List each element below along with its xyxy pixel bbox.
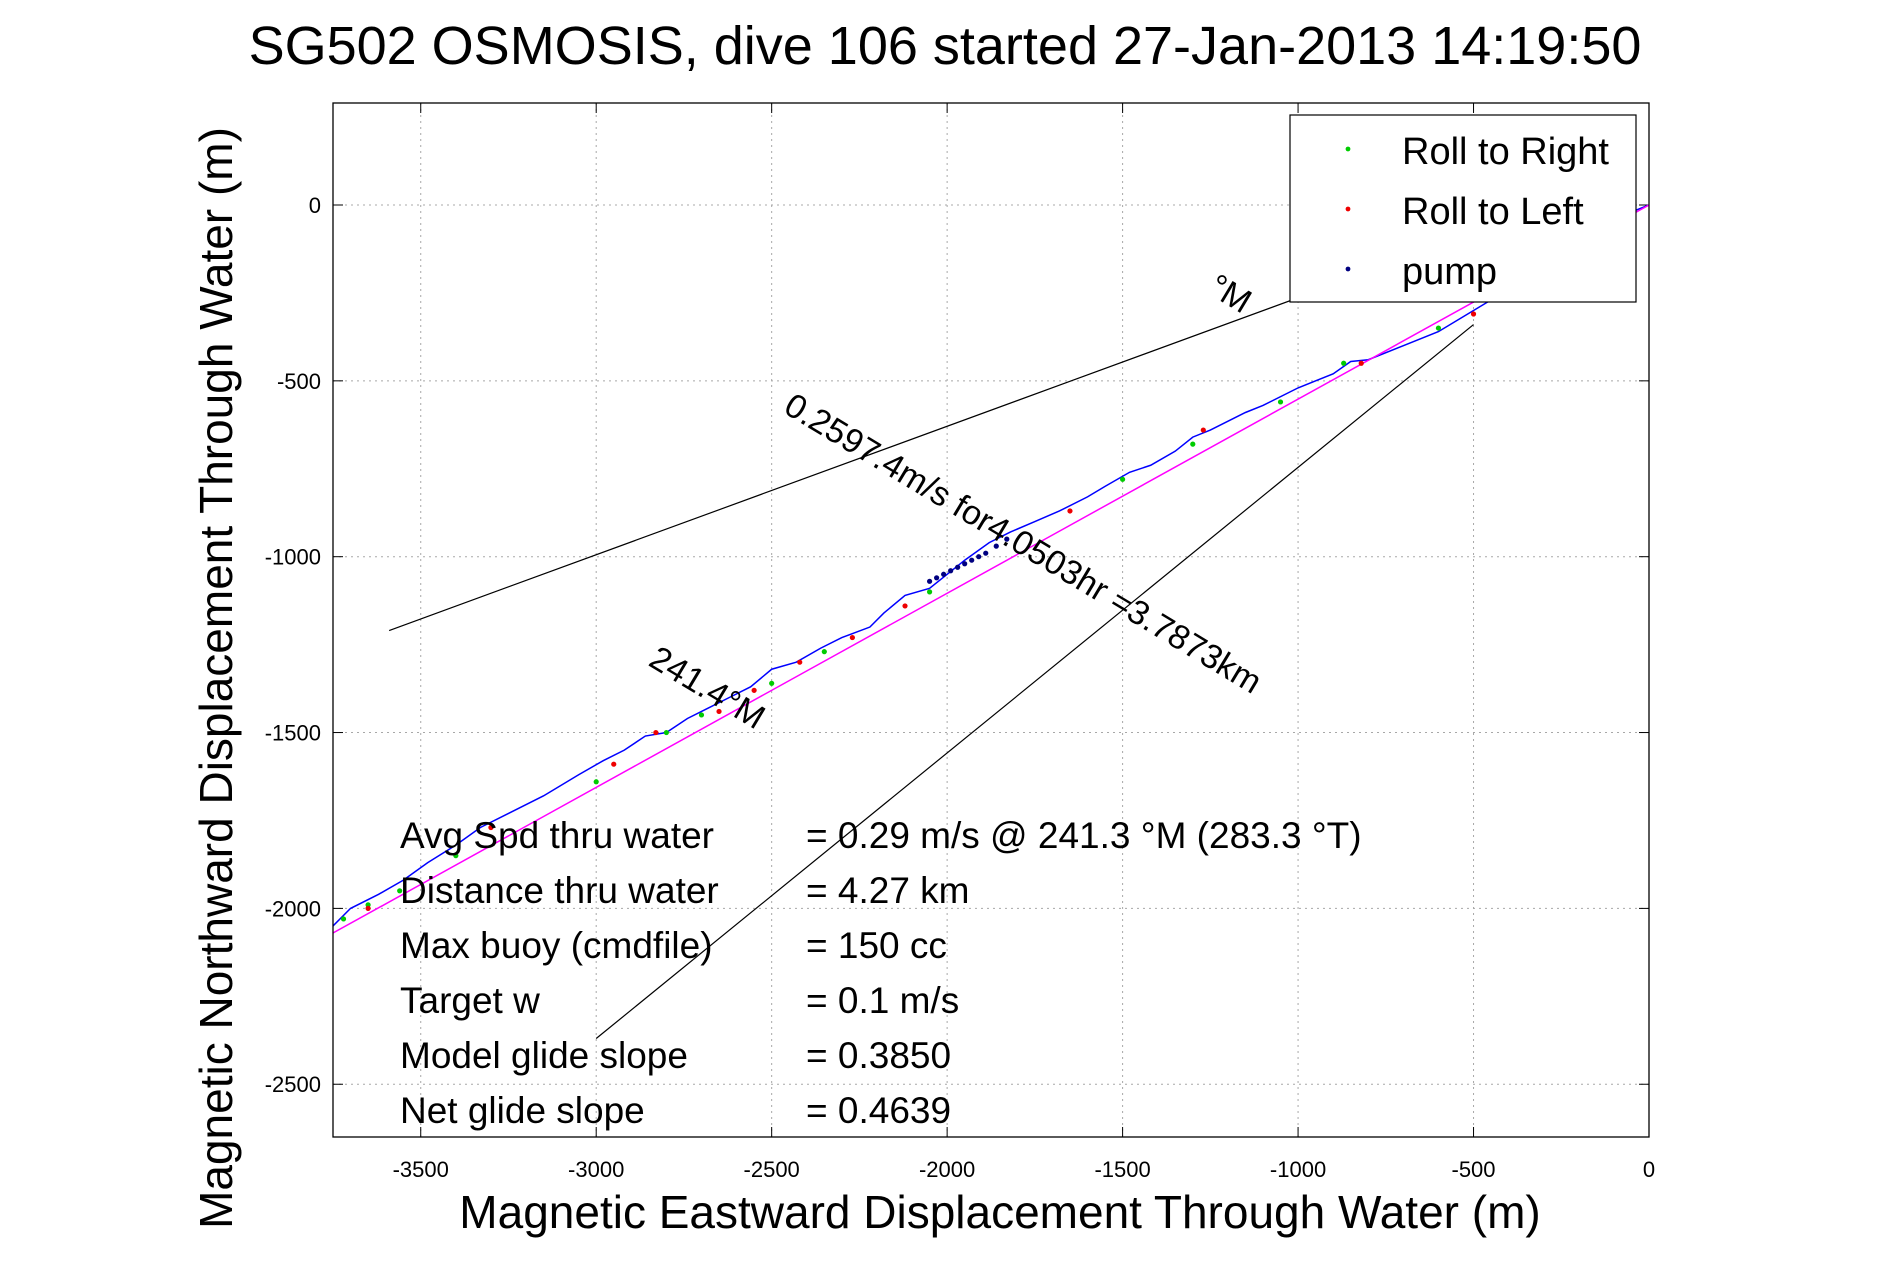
roll-left-point	[1470, 311, 1477, 317]
stat-label: Max buoy (cmdfile)	[400, 925, 713, 966]
roll-left-point	[611, 761, 617, 767]
legend-marker	[1345, 146, 1351, 152]
roll-left-point	[1067, 508, 1073, 514]
y-tick-label: -500	[277, 369, 321, 394]
reference-line	[388, 281, 1341, 632]
track-annotation: °M	[1202, 267, 1258, 321]
legend-marker	[1345, 266, 1351, 272]
roll-left-point	[902, 603, 908, 609]
stat-label: Distance thru water	[400, 870, 719, 911]
stat-value: = 4.27 km	[806, 870, 970, 911]
pump-point	[993, 543, 999, 549]
roll-right-point	[593, 779, 599, 785]
series-line	[333, 204, 1649, 934]
y-tick-label: -2500	[265, 1072, 321, 1097]
pump-point	[948, 568, 954, 574]
roll-right-point	[1341, 360, 1347, 366]
roll-right-point	[397, 888, 403, 894]
track-annotation: 0.2597.4m/s for4.0503hr =3.7873km	[778, 386, 1268, 701]
roll-left-point	[488, 824, 494, 831]
pump-point	[934, 575, 940, 581]
x-axis-label: Magnetic Eastward Displacement Through W…	[459, 1186, 1540, 1238]
stat-value: = 0.29 m/s @ 241.3 °M (283.3 °T)	[806, 815, 1362, 856]
y-tick-label: -1000	[265, 545, 321, 570]
roll-right-point	[1277, 399, 1284, 405]
legend-marker	[1345, 206, 1351, 212]
roll-right-point	[453, 853, 459, 859]
roll-right-point	[1435, 325, 1442, 331]
series-line	[333, 204, 1649, 927]
legend-entry: pump	[1402, 251, 1497, 293]
legend-entry: Roll to Right	[1402, 131, 1609, 173]
x-tick-label: -500	[1452, 1157, 1496, 1182]
roll-left-point	[365, 905, 371, 911]
pump-point	[955, 564, 961, 570]
roll-right-point	[1120, 476, 1126, 482]
stat-label: Net glide slope	[400, 1090, 645, 1131]
y-tick-label: -1500	[265, 721, 321, 746]
stat-value: = 0.4639	[806, 1090, 951, 1131]
pump-point	[1004, 536, 1010, 542]
stat-label: Model glide slope	[400, 1035, 688, 1076]
roll-right-point	[698, 712, 705, 718]
roll-right-point	[926, 589, 933, 595]
roll-right-point	[821, 649, 827, 655]
x-tick-label: -3000	[568, 1157, 624, 1182]
track-annotation: 241.4°M	[643, 639, 771, 737]
stat-value: = 0.3850	[806, 1035, 951, 1076]
x-tick-label: -2000	[919, 1157, 975, 1182]
y-tick-label: 0	[309, 193, 321, 218]
chart-title: SG502 OSMOSIS, dive 106 started 27-Jan-2…	[249, 16, 1642, 76]
roll-left-point	[751, 687, 757, 693]
y-tick-label: -2000	[265, 896, 321, 921]
pump-point	[976, 554, 982, 560]
x-tick-label: 0	[1643, 1157, 1655, 1182]
roll-right-point	[663, 729, 669, 736]
stat-label: Avg Spd thru water	[400, 815, 714, 856]
roll-left-point	[653, 729, 659, 736]
x-tick-label: -1000	[1270, 1157, 1326, 1182]
roll-right-point	[1190, 441, 1196, 447]
reference-line	[595, 324, 1474, 1039]
axes-box	[332, 102, 1650, 1138]
pump-point	[962, 561, 968, 567]
roll-left-point	[849, 634, 855, 641]
pump-point	[969, 557, 975, 563]
legend-entry: Roll to Left	[1402, 191, 1584, 233]
roll-left-point	[797, 659, 803, 665]
y-axis-label: Magnetic Northward Displacement Through …	[190, 127, 242, 1229]
x-tick-label: -3500	[393, 1157, 449, 1182]
pump-point	[983, 550, 989, 556]
pump-point	[926, 578, 933, 584]
stat-value: = 150 cc	[806, 925, 947, 966]
plot-area: -3500 -3000 -2500 -2000 -1500 -1000 -500 0 0 -500…	[265, 102, 1655, 1182]
plot-data-group: 241.4°M 0.2597.4m/s for4.0503hr =3.7873km…	[333, 204, 1649, 1039]
roll-left-point	[1358, 360, 1364, 366]
stat-label: Target w	[400, 980, 540, 1021]
roll-left-point	[716, 708, 722, 715]
roll-left-point	[1200, 427, 1206, 433]
x-tick-label: -2500	[744, 1157, 800, 1182]
pump-point	[941, 571, 947, 577]
roll-right-point	[769, 680, 775, 686]
stat-value: = 0.1 m/s	[806, 980, 959, 1021]
x-tick-label: -1500	[1094, 1157, 1150, 1182]
roll-right-point	[340, 916, 347, 922]
